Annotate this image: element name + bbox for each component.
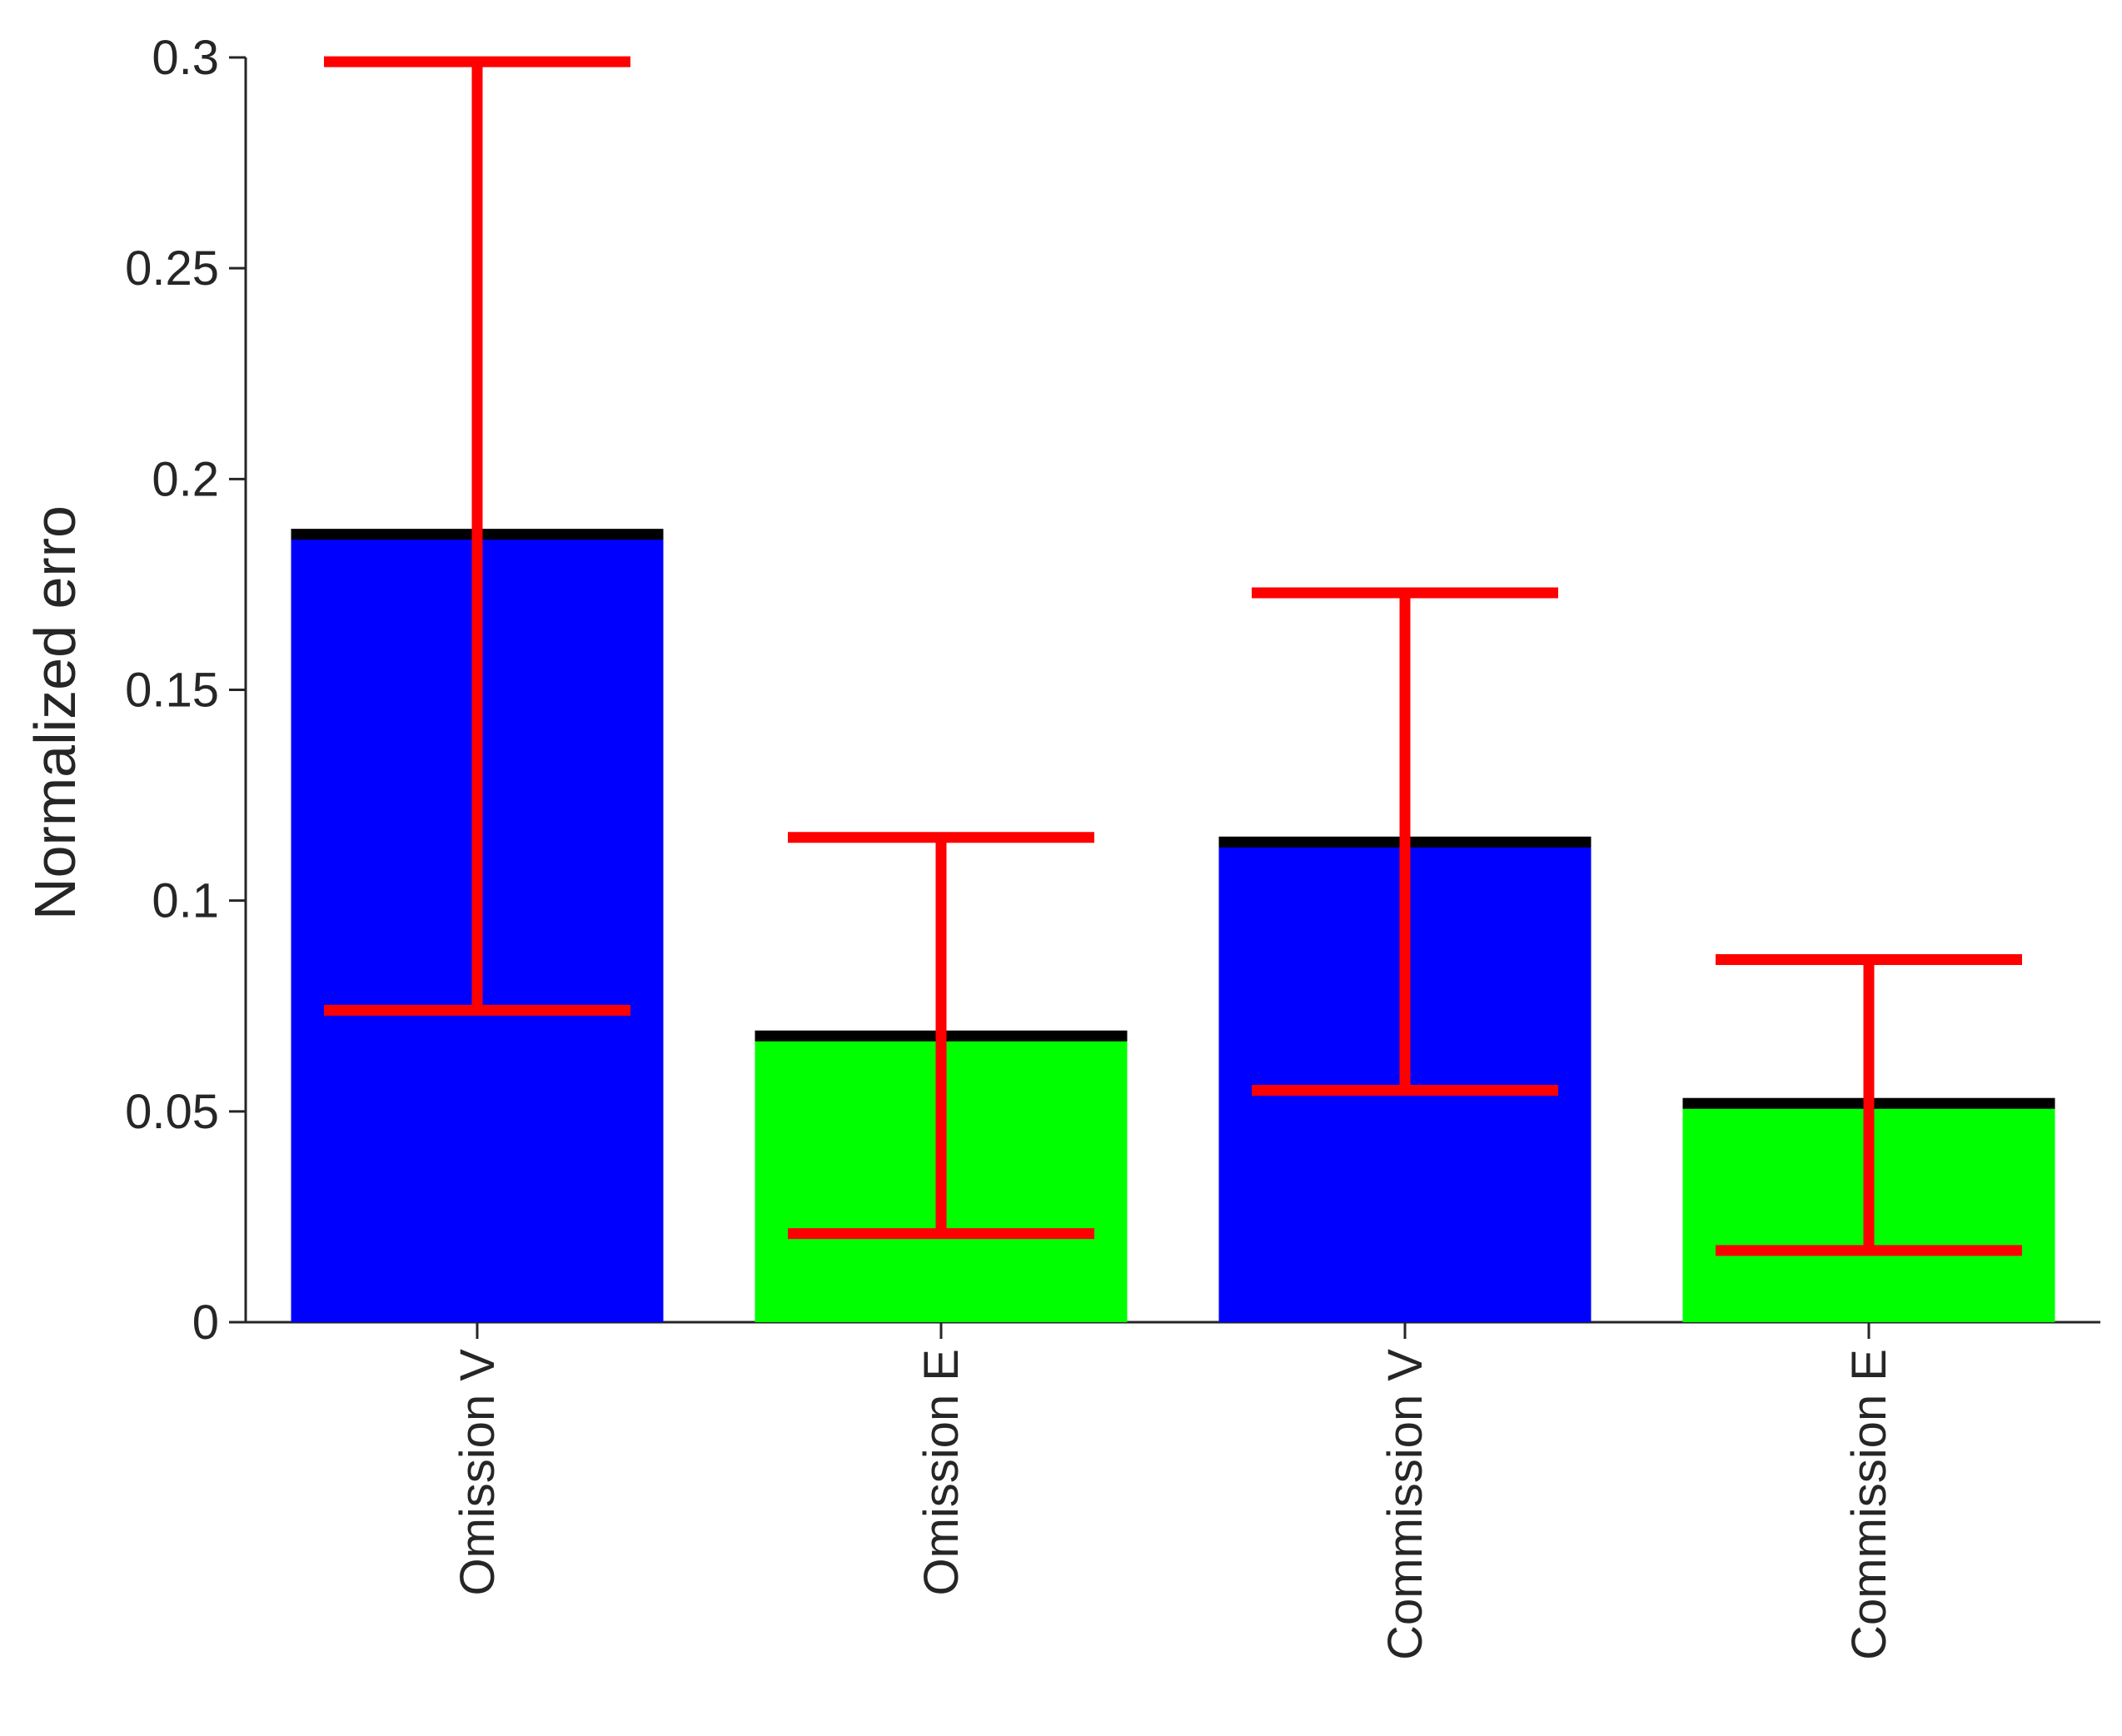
y-tick-label: 0.25	[125, 241, 219, 296]
y-tick-label: 0	[192, 1296, 219, 1350]
x-tick-label: Commission V	[1378, 1349, 1432, 1660]
x-tick-label: Omission E	[914, 1349, 969, 1596]
y-tick-label: 0.2	[152, 452, 219, 506]
y-axis: 0 0.05 0.1 0.15 0.2 0.25 0.3	[125, 31, 247, 1350]
x-tick-label: Omission V	[451, 1349, 505, 1596]
bars	[291, 529, 2055, 1322]
y-axis-title: Normalized erro	[22, 505, 87, 920]
x-tick-label: Commission E	[1842, 1349, 1896, 1660]
category-labels: Omission V Omission E Commission V Commissi…	[451, 1349, 1896, 1660]
y-tick-label: 0.1	[152, 874, 219, 928]
y-tick-label: 0.05	[125, 1085, 219, 1139]
x-axis	[246, 1321, 2100, 1339]
error-bars	[324, 56, 2022, 1256]
y-tick-label: 0.3	[152, 31, 219, 85]
y-tick-label: 0.15	[125, 664, 219, 718]
